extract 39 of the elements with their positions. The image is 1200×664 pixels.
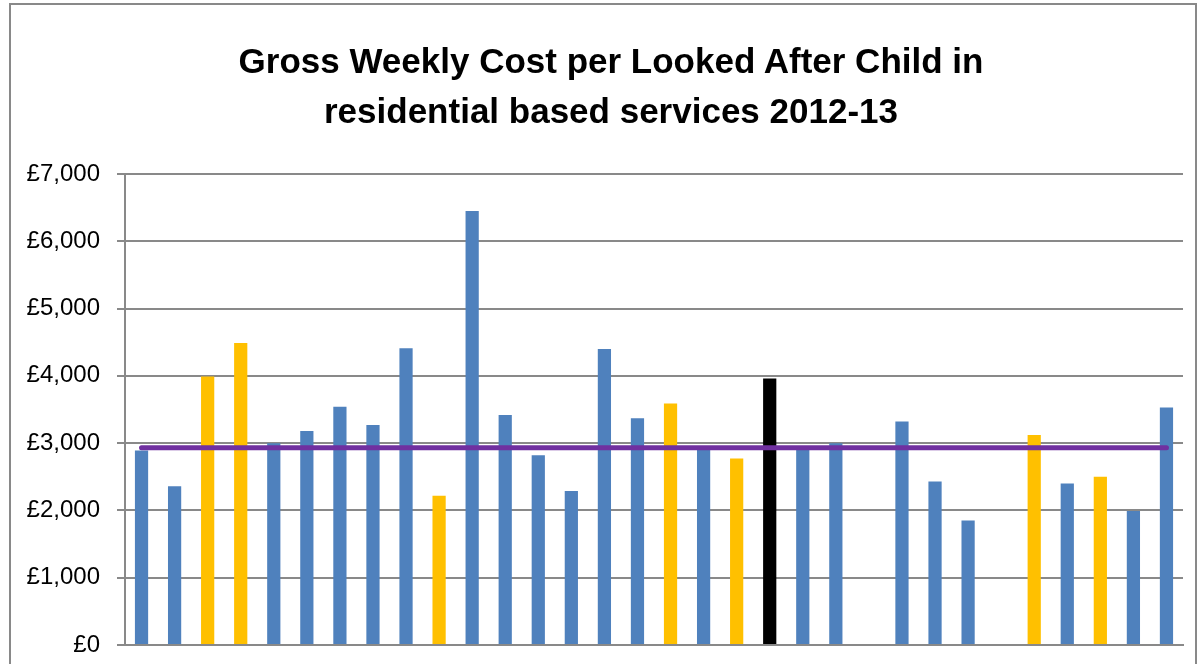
bar <box>531 455 545 644</box>
bar <box>928 481 942 644</box>
bar <box>267 443 281 644</box>
bar <box>134 450 149 644</box>
bar <box>630 418 645 644</box>
bar <box>597 348 612 644</box>
bar <box>763 378 777 644</box>
bar <box>961 520 975 644</box>
bar <box>1159 407 1174 644</box>
y-tick-label: £7,000 <box>26 158 100 186</box>
bar <box>895 421 909 644</box>
bar <box>201 376 215 644</box>
bar <box>730 458 744 644</box>
bar <box>663 403 678 644</box>
bar <box>399 348 413 644</box>
y-tick-label: £1,000 <box>26 562 100 590</box>
bar <box>564 490 578 644</box>
bar <box>234 342 248 644</box>
bar <box>465 211 479 644</box>
chart-title: Gross Weekly Cost per Looked After Child in residential based services 2012-13 <box>237 40 985 132</box>
bar <box>167 486 182 644</box>
y-tick-label: £2,000 <box>26 495 100 523</box>
bar <box>1126 511 1141 644</box>
bar <box>366 424 380 644</box>
bar <box>300 431 314 644</box>
y-tick-label: £3,000 <box>26 427 100 455</box>
bar <box>333 406 347 644</box>
bar <box>1060 483 1074 644</box>
y-tick-label: £5,000 <box>26 293 100 321</box>
y-tick-label: £4,000 <box>26 360 100 388</box>
bar <box>498 414 512 644</box>
bar <box>796 449 810 644</box>
y-tick-label: £6,000 <box>26 225 100 253</box>
bar <box>432 495 446 644</box>
bar <box>1027 435 1041 644</box>
bar <box>829 443 843 644</box>
bar <box>1093 476 1107 644</box>
y-tick-label: £0 <box>73 629 100 657</box>
bar <box>696 449 711 644</box>
